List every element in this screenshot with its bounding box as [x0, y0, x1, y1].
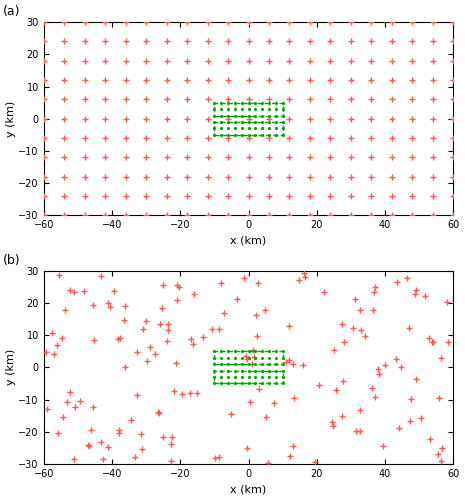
Bar [214, 370, 283, 384]
Text: (b): (b) [3, 254, 20, 267]
Bar [214, 122, 283, 135]
Text: (a): (a) [3, 5, 20, 18]
Bar [214, 351, 283, 364]
Bar [214, 102, 283, 116]
Y-axis label: y (km): y (km) [6, 100, 15, 137]
X-axis label: x (km): x (km) [230, 484, 266, 494]
Y-axis label: y (km): y (km) [6, 349, 15, 386]
X-axis label: x (km): x (km) [230, 236, 266, 246]
